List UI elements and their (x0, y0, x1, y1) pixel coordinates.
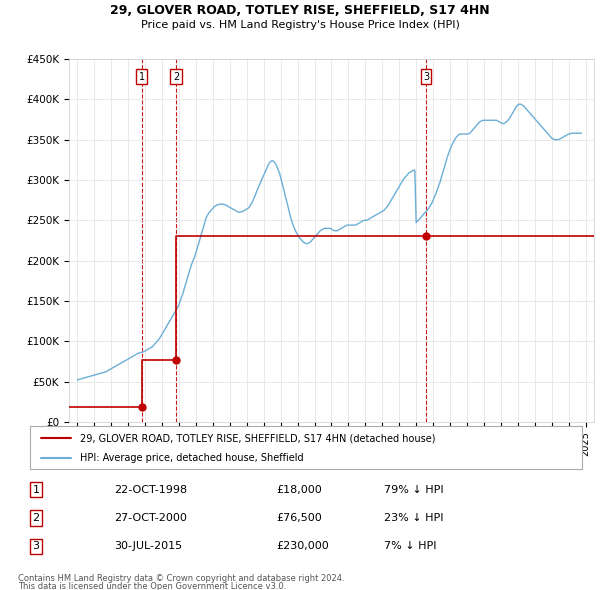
Text: £230,000: £230,000 (276, 542, 329, 551)
Text: 7% ↓ HPI: 7% ↓ HPI (384, 542, 437, 551)
Text: 27-OCT-2000: 27-OCT-2000 (114, 513, 187, 523)
Text: 2: 2 (173, 72, 179, 81)
Text: This data is licensed under the Open Government Licence v3.0.: This data is licensed under the Open Gov… (18, 582, 286, 590)
Text: 23% ↓ HPI: 23% ↓ HPI (384, 513, 443, 523)
Text: Contains HM Land Registry data © Crown copyright and database right 2024.: Contains HM Land Registry data © Crown c… (18, 574, 344, 583)
Text: HPI: Average price, detached house, Sheffield: HPI: Average price, detached house, Shef… (80, 453, 304, 463)
Text: 29, GLOVER ROAD, TOTLEY RISE, SHEFFIELD, S17 4HN: 29, GLOVER ROAD, TOTLEY RISE, SHEFFIELD,… (110, 4, 490, 17)
Text: 29, GLOVER ROAD, TOTLEY RISE, SHEFFIELD, S17 4HN (detached house): 29, GLOVER ROAD, TOTLEY RISE, SHEFFIELD,… (80, 433, 435, 443)
Text: £76,500: £76,500 (276, 513, 322, 523)
Text: 30-JUL-2015: 30-JUL-2015 (114, 542, 182, 551)
Text: 22-OCT-1998: 22-OCT-1998 (114, 485, 187, 494)
Text: 1: 1 (32, 485, 40, 494)
Text: £18,000: £18,000 (276, 485, 322, 494)
Text: 3: 3 (423, 72, 429, 81)
Text: 1: 1 (139, 72, 145, 81)
Text: 2: 2 (32, 513, 40, 523)
Text: 79% ↓ HPI: 79% ↓ HPI (384, 485, 443, 494)
Text: Price paid vs. HM Land Registry's House Price Index (HPI): Price paid vs. HM Land Registry's House … (140, 20, 460, 30)
Text: 3: 3 (32, 542, 40, 551)
